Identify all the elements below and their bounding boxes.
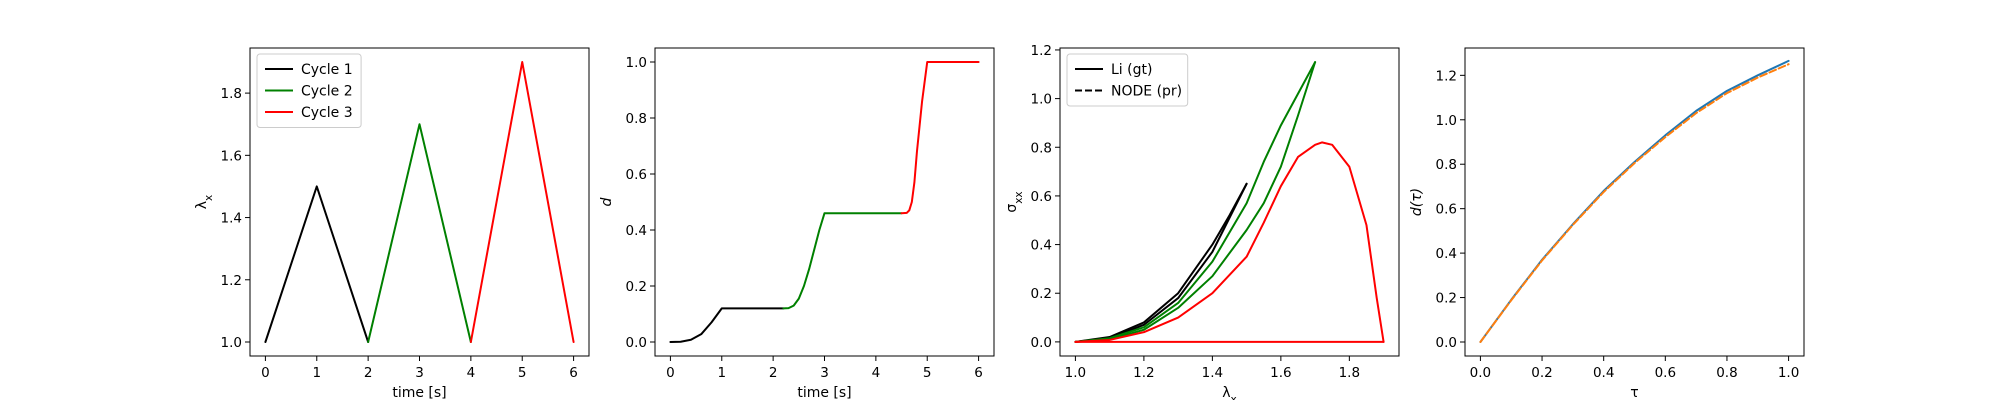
series-line-3: [1074, 61, 1317, 343]
series-line-1: [264, 185, 370, 343]
y-tick-label: 1.8: [221, 86, 242, 102]
y-tick-label: 0.0: [1436, 335, 1457, 351]
x-tick-label: 1: [312, 365, 321, 381]
x-tick-label: 6: [974, 365, 983, 381]
legend-label: Cycle 3: [301, 105, 353, 121]
y-tick-label: 0.6: [1436, 202, 1457, 218]
y-tick-label: 1.0: [1031, 92, 1052, 108]
x-tick-label: 1: [717, 365, 726, 381]
y-tick-label: 0.8: [1031, 140, 1052, 156]
axes-frame: [654, 47, 995, 357]
x-tick-label: 0: [666, 365, 675, 381]
series-line-2: [782, 212, 903, 310]
x-tick-label: 2: [364, 365, 373, 381]
x-tick-label: 5: [923, 365, 932, 381]
x-tick-label: 0: [261, 365, 270, 381]
y-tick-label: 0.2: [626, 279, 647, 295]
x-tick-label: 1.4: [1202, 365, 1223, 381]
y-tick-label: 1.0: [1436, 113, 1457, 129]
y-tick-label: 0.8: [1436, 157, 1457, 173]
y-tick-label: 0.0: [626, 335, 647, 351]
series-group: [1479, 59, 1790, 343]
series-group: [1074, 61, 1385, 343]
y-tick-label: 0.4: [626, 223, 647, 239]
x-tick-label: 0.2: [1531, 365, 1552, 381]
y-axis-label: σxx: [1004, 191, 1025, 212]
legend-box: [256, 53, 362, 128]
y-tick-label: 1.6: [221, 148, 242, 164]
x-tick-label: 1.0: [1065, 365, 1086, 381]
series-group: [669, 61, 980, 343]
series-line-1: [1479, 59, 1790, 343]
series-group: [264, 61, 575, 343]
x-tick-label: 1.0: [1778, 365, 1799, 381]
x-axis-label: λx: [1222, 385, 1237, 400]
series-line-2: [367, 123, 472, 343]
y-tick-label: 1.0: [221, 335, 242, 351]
panel-2: 0 1 2 3 4 5 6 0.0 0.2 0.4 0.6 0.8 1.0 time [s] d: [599, 47, 995, 400]
y-axis-label: d(τ): [1409, 188, 1425, 216]
series-line-4: [1074, 61, 1317, 343]
x-tick-label: 2: [769, 365, 778, 381]
x-tick-label: 1.6: [1270, 365, 1291, 381]
legend-label: Li (gt): [1111, 62, 1152, 78]
panel-4: 0.0 0.2 0.4 0.6 0.8 1.0 0.0 0.2 0.4 0.6 0.8 1.0 1.2 τ…: [1409, 47, 1805, 400]
x-tick-label: 1.8: [1339, 365, 1360, 381]
x-tick-label: 4: [467, 365, 476, 381]
y-tick-label: 0.4: [1031, 238, 1052, 254]
x-tick-label: 0.0: [1470, 365, 1491, 381]
series-line-1: [1074, 182, 1248, 343]
panel-3: 1.0 1.2 1.4 1.6 1.8 0.0 0.2 0.4 0.6 0.8 1.0 1.2 λx σx…: [1004, 43, 1400, 400]
series-line-3: [900, 61, 980, 215]
y-tick-label: 0.2: [1436, 291, 1457, 307]
x-tick-label: 3: [820, 365, 829, 381]
y-tick-label: 0.6: [1031, 189, 1052, 205]
x-tick-label: 0.8: [1716, 365, 1737, 381]
x-tick-label: 4: [872, 365, 881, 381]
y-tick-label: 0.4: [1436, 246, 1457, 262]
legend-label: Cycle 1: [301, 62, 353, 78]
y-tick-label: 1.2: [1436, 68, 1457, 84]
y-tick-label: 1.2: [221, 273, 242, 289]
y-axis-label: d: [599, 197, 615, 206]
x-axis-label: time [s]: [392, 385, 446, 400]
x-axis-label: time [s]: [797, 385, 851, 400]
legend: Cycle 1 Cycle 2 Cycle 3: [256, 53, 362, 128]
x-tick-label: 1.2: [1133, 365, 1154, 381]
x-axis-label: τ: [1630, 385, 1638, 400]
y-tick-label: 1.4: [221, 211, 242, 227]
series-line-5: [1074, 141, 1385, 343]
x-tick-label: 0.4: [1593, 365, 1614, 381]
y-tick-label: 0.8: [626, 111, 647, 127]
y-axis-label: λx: [194, 195, 215, 210]
series-line-3: [469, 61, 575, 343]
legend-box: [1066, 53, 1189, 107]
y-tick-label: 1.2: [1031, 43, 1052, 59]
y-tick-label: 1.0: [626, 55, 647, 71]
legend-label: Cycle 2: [301, 84, 353, 100]
x-tick-label: 5: [518, 365, 527, 381]
axes-frame: [1464, 47, 1805, 357]
series-line-2: [1479, 63, 1790, 343]
x-tick-label: 0.6: [1655, 365, 1676, 381]
x-tick-label: 3: [415, 365, 424, 381]
legend-label: NODE (pr): [1111, 84, 1182, 100]
x-tick-label: 6: [569, 365, 578, 381]
y-tick-label: 0.6: [626, 167, 647, 183]
y-tick-label: 0.0: [1031, 335, 1052, 351]
y-tick-label: 0.2: [1031, 286, 1052, 302]
legend: Li (gt) NODE (pr): [1066, 53, 1189, 107]
axes-frame: [1059, 47, 1400, 357]
series-line-1: [669, 307, 785, 343]
